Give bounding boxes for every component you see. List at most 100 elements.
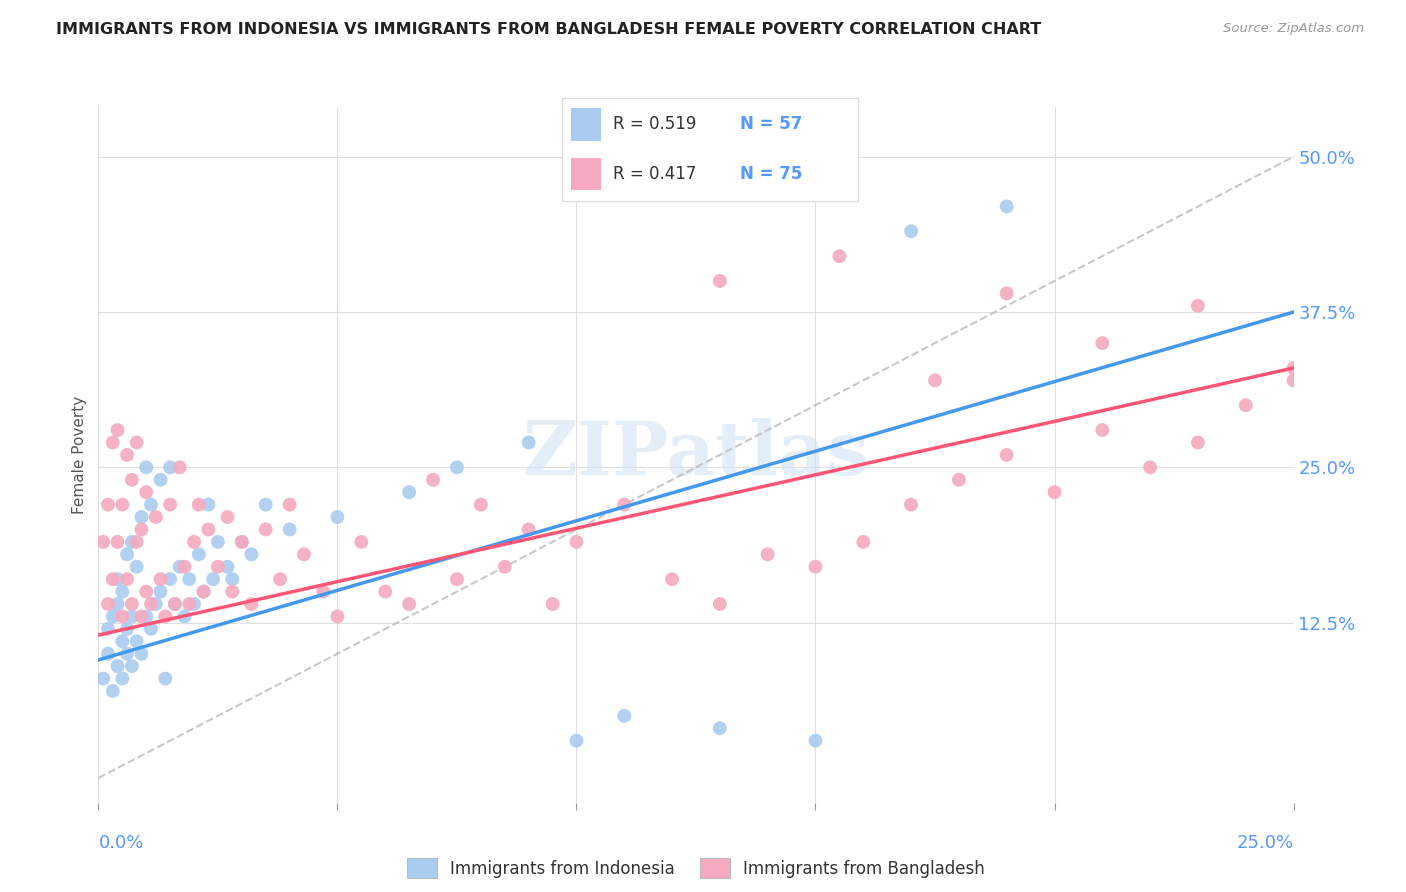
Point (173, 559, 195, 574)
Point (422, 473, 444, 487)
Point (97, 597, 120, 611)
Text: N = 57: N = 57 (740, 115, 801, 133)
Point (517, 435, 540, 450)
Point (187, 498, 209, 512)
Point (1091, 336, 1114, 351)
Point (121, 534, 143, 549)
Point (207, 559, 229, 574)
Point (240, 597, 263, 611)
Point (804, 559, 827, 574)
Legend: Immigrants from Indonesia, Immigrants from Bangladesh: Immigrants from Indonesia, Immigrants fr… (401, 851, 991, 885)
Point (398, 597, 420, 611)
Point (350, 534, 373, 549)
Point (115, 622, 138, 636)
Point (1187, 435, 1209, 450)
Point (115, 547, 138, 561)
Point (217, 559, 239, 574)
Text: N = 75: N = 75 (740, 164, 801, 183)
Point (107, 597, 129, 611)
Point (948, 473, 970, 487)
Point (131, 523, 153, 537)
Point (1282, 361, 1305, 376)
Point (312, 584, 335, 599)
Point (197, 498, 219, 512)
Point (107, 659, 129, 673)
Point (125, 634, 148, 648)
Point (149, 473, 172, 487)
Point (995, 448, 1018, 462)
Point (446, 460, 468, 475)
Point (149, 572, 172, 586)
Point (149, 584, 172, 599)
Point (121, 609, 143, 624)
Point (125, 559, 148, 574)
Point (326, 510, 349, 524)
Point (159, 572, 181, 586)
Point (121, 659, 143, 673)
Point (173, 609, 195, 624)
Point (135, 584, 157, 599)
Point (1282, 373, 1305, 387)
Point (107, 534, 129, 549)
Point (240, 547, 263, 561)
Point (135, 485, 157, 500)
Point (541, 597, 564, 611)
Point (131, 510, 153, 524)
Text: 25.0%: 25.0% (1236, 834, 1294, 852)
Point (207, 534, 229, 549)
Point (121, 473, 143, 487)
Point (292, 547, 315, 561)
Point (155, 609, 177, 624)
Point (221, 584, 243, 599)
Point (398, 485, 420, 500)
Point (709, 597, 731, 611)
Point (101, 572, 124, 586)
Point (91, 534, 114, 549)
Point (139, 498, 162, 512)
Point (326, 609, 349, 624)
Point (1091, 423, 1114, 437)
Point (115, 647, 138, 661)
Point (900, 498, 922, 512)
Point (131, 647, 153, 661)
Point (169, 559, 191, 574)
Point (269, 572, 291, 586)
Point (709, 274, 731, 288)
Point (756, 547, 779, 561)
Point (1139, 460, 1161, 475)
Point (1234, 398, 1257, 412)
Point (115, 572, 138, 586)
Point (115, 448, 138, 462)
Point (159, 460, 181, 475)
Point (193, 584, 215, 599)
Point (111, 584, 134, 599)
Point (163, 597, 186, 611)
Point (254, 523, 277, 537)
Point (135, 460, 157, 475)
Point (101, 684, 124, 698)
Point (107, 572, 129, 586)
Point (145, 510, 167, 524)
Point (135, 609, 157, 624)
Point (121, 597, 143, 611)
Point (470, 498, 492, 512)
Point (169, 460, 191, 475)
Point (111, 634, 134, 648)
Text: IMMIGRANTS FROM INDONESIA VS IMMIGRANTS FROM BANGLADESH FEMALE POVERTY CORRELATI: IMMIGRANTS FROM INDONESIA VS IMMIGRANTS … (56, 22, 1042, 37)
Point (111, 609, 134, 624)
Text: R = 0.417: R = 0.417 (613, 164, 696, 183)
Point (155, 672, 177, 686)
Point (111, 498, 134, 512)
Point (804, 733, 827, 747)
Point (995, 286, 1018, 301)
Point (446, 572, 468, 586)
Point (517, 523, 540, 537)
Point (900, 224, 922, 238)
Point (221, 572, 243, 586)
Point (197, 523, 219, 537)
FancyBboxPatch shape (571, 158, 600, 190)
Point (101, 435, 124, 450)
Point (193, 584, 215, 599)
Point (107, 423, 129, 437)
Text: 0.0%: 0.0% (98, 834, 143, 852)
